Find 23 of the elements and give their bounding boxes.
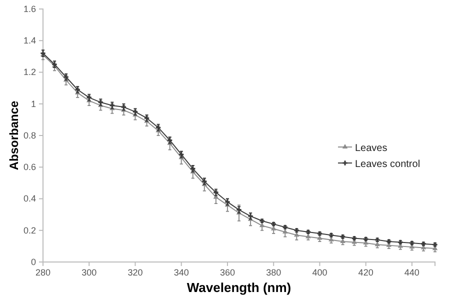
x-tick-label: 380 [266,267,282,278]
y-tick-label: 1.2 [23,67,36,78]
x-tick-label: 300 [82,267,97,278]
y-tick-label: 0 [30,256,36,267]
x-tick-label: 280 [35,267,51,278]
legend-label: Leaves [355,143,388,154]
y-axis-title: Absorbance [7,100,21,170]
y-tick-label: 0.4 [23,194,36,204]
y-tick-label: 1 [30,98,36,109]
x-tick-label: 320 [128,267,143,278]
y-tick-label: 0.8 [23,130,36,140]
x-axis-title: Wavelength (nm) [186,280,292,295]
y-tick-label: 1.6 [23,4,36,14]
y-tick-label: 0.2 [23,225,36,236]
x-tick-label: 440 [404,267,420,278]
legend-label: Leaves control [355,159,420,170]
x-tick-label: 360 [220,267,235,278]
x-tick-label: 340 [174,267,189,278]
x-tick-label: 420 [358,267,374,278]
y-tick-label: 1.4 [23,36,36,46]
y-tick-label: 0.6 [23,162,36,172]
point [294,232,300,237]
x-tick-label: 400 [312,267,328,278]
